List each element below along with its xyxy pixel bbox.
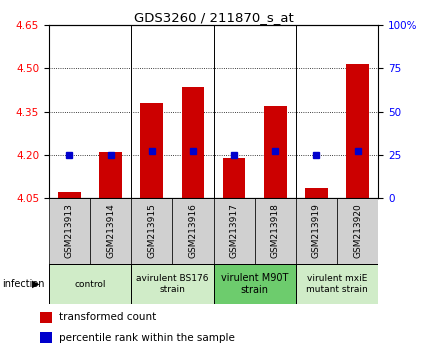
Title: GDS3260 / 211870_s_at: GDS3260 / 211870_s_at <box>134 11 293 24</box>
Text: percentile rank within the sample: percentile rank within the sample <box>59 332 235 343</box>
Text: GSM213917: GSM213917 <box>230 204 239 258</box>
Bar <box>99 152 122 198</box>
Bar <box>40 332 52 343</box>
Bar <box>40 312 52 323</box>
Bar <box>49 198 90 264</box>
Bar <box>49 264 131 304</box>
Bar <box>296 264 378 304</box>
Text: control: control <box>74 280 106 289</box>
Bar <box>181 87 204 198</box>
Bar <box>141 103 163 198</box>
Bar <box>131 264 213 304</box>
Text: GSM213913: GSM213913 <box>65 204 74 258</box>
Text: virulent M90T
strain: virulent M90T strain <box>221 273 289 295</box>
Bar <box>213 264 296 304</box>
Bar <box>296 198 337 264</box>
Bar <box>255 198 296 264</box>
Bar <box>58 193 81 198</box>
Text: GSM213918: GSM213918 <box>271 204 280 258</box>
Bar <box>131 198 173 264</box>
Bar <box>213 198 255 264</box>
Text: GSM213920: GSM213920 <box>353 204 362 258</box>
Bar <box>264 106 286 198</box>
Text: GSM213916: GSM213916 <box>188 204 198 258</box>
Text: virulent mxiE
mutant strain: virulent mxiE mutant strain <box>306 274 368 294</box>
Bar <box>173 198 213 264</box>
Text: avirulent BS176
strain: avirulent BS176 strain <box>136 274 209 294</box>
Bar <box>337 198 378 264</box>
Bar <box>305 188 328 198</box>
Text: ▶: ▶ <box>32 279 40 289</box>
Bar <box>223 158 246 198</box>
Text: transformed count: transformed count <box>59 312 156 322</box>
Text: GSM213919: GSM213919 <box>312 204 321 258</box>
Text: GSM213915: GSM213915 <box>147 204 156 258</box>
Text: GSM213914: GSM213914 <box>106 204 115 258</box>
Text: infection: infection <box>2 279 45 289</box>
Bar <box>90 198 131 264</box>
Bar <box>346 64 369 198</box>
